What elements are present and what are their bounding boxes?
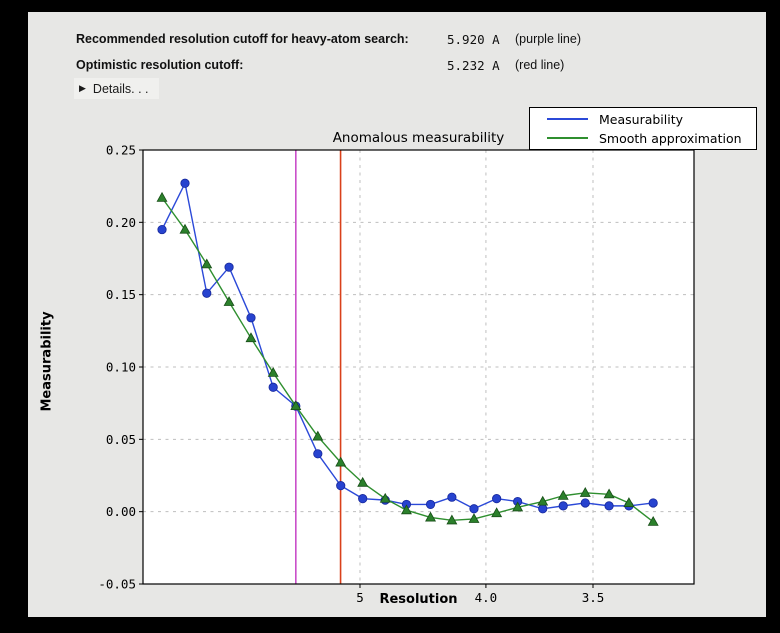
svg-text:5: 5 [356,590,364,605]
svg-text:0.10: 0.10 [106,360,136,375]
svg-text:-0.05: -0.05 [98,577,136,592]
svg-text:0.25: 0.25 [106,143,136,158]
svg-text:3.5: 3.5 [582,590,605,605]
chart-title: Anomalous measurability [332,130,505,146]
details-label: Details. . . [92,81,149,96]
svg-text:0.15: 0.15 [106,287,136,302]
svg-text:0.20: 0.20 [106,215,136,230]
recommended-cutoff-label: Recommended resolution cutoff for heavy-… [76,32,409,46]
legend-label-smooth-approximation: Smooth approximation [599,130,742,146]
optimistic-cutoff-label: Optimistic resolution cutoff: [76,58,244,72]
legend-label-measurability: Measurability [599,111,684,127]
disclosure-triangle-icon: ▶ [79,83,86,93]
measurability-line-swatch [547,118,588,120]
legend-entry-measurability: Measurability [530,110,756,129]
legend-entry-smooth-approximation: Smooth approximation [530,129,756,148]
x-axis-label: Resolution [379,592,458,607]
optimistic-cutoff-value: 5.232 A [447,58,500,73]
smooth-approximation-line-swatch [547,137,588,139]
chart-legend: Measurability Smooth approximation [529,107,757,150]
svg-text:4.0: 4.0 [475,590,498,605]
recommended-cutoff-note: (purple line) [515,32,582,46]
optimistic-cutoff-note: (red line) [515,58,565,72]
svg-text:0.00: 0.00 [106,504,136,519]
recommended-cutoff-value: 5.920 A [447,32,500,47]
y-axis-label: Measurability [39,311,55,412]
details-disclosure-toggle[interactable]: ▶ Details. . . [74,78,159,99]
svg-text:0.05: 0.05 [106,432,136,447]
